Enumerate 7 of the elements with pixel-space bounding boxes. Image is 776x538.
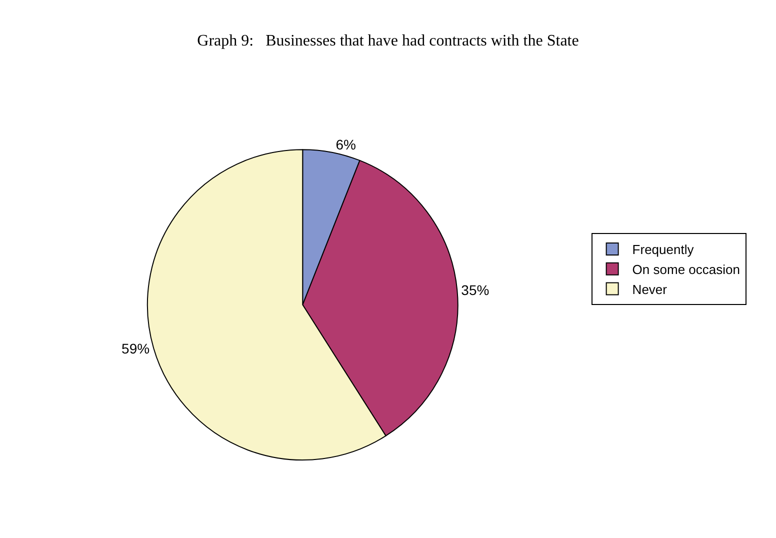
data-label: 35% — [461, 282, 490, 298]
legend-label: Frequently — [632, 242, 694, 258]
data-label: 59% — [122, 340, 150, 357]
legend-label: Never — [632, 282, 668, 297]
data-label: 6% — [336, 136, 356, 153]
legend-label: On some occasion — [632, 262, 740, 277]
chart-title: Graph 9: Businesses that have had contracts with the State — [197, 32, 579, 50]
